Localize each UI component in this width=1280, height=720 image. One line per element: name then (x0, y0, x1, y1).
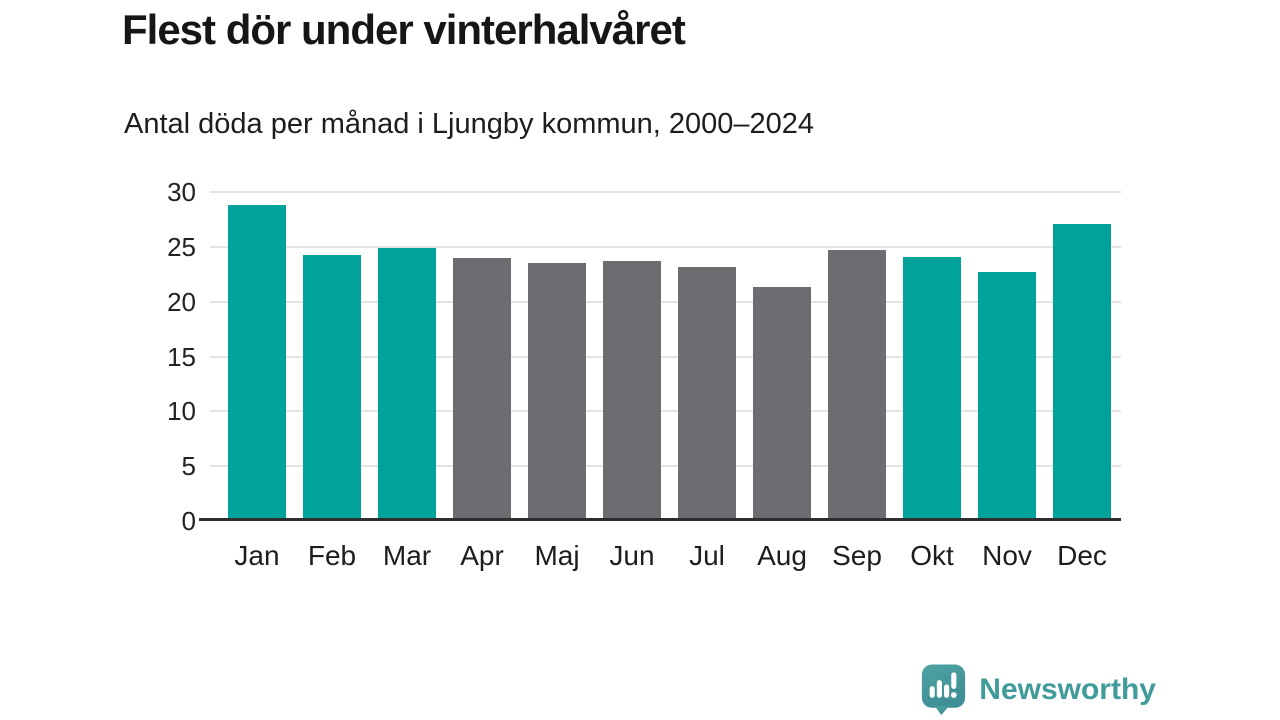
gridline-20 (210, 300, 1121, 303)
x-axis-label-sep: Sep (832, 540, 882, 571)
bar-aug (753, 287, 811, 521)
bar-nov (978, 272, 1036, 521)
chart-title: Flest dör under vinterhalvåret (122, 6, 686, 53)
bar-apr (453, 257, 511, 521)
bar-feb (303, 254, 361, 521)
y-axis-tick-label-15: 15 (167, 341, 196, 372)
bar-jul (678, 266, 736, 521)
chart-subtitle: Antal döda per månad i Ljungby kommun, 2… (124, 108, 815, 140)
x-axis-label-dec: Dec (1057, 540, 1107, 571)
gridline-10 (210, 410, 1121, 413)
gridline-30 (210, 191, 1121, 193)
x-axis-label-jun: Jun (609, 540, 655, 571)
bar-maj (528, 263, 586, 521)
plot-area (210, 191, 1121, 521)
newsworthy-logo-text: Newsworthy (979, 672, 1156, 706)
x-axis-label-feb: Feb (307, 540, 357, 571)
x-axis-label-maj: Maj (534, 540, 580, 571)
gridline-15 (210, 355, 1121, 358)
bar-jan (228, 205, 286, 521)
x-axis-label-jul: Jul (689, 540, 725, 571)
x-axis-label-aug: Aug (757, 540, 807, 571)
x-axis: Jan Feb Mar Apr Maj Jun Jul Aug Sep Okt Nov Dec (228, 540, 1111, 572)
x-axis-label-okt: Okt (910, 540, 954, 571)
y-axis-tick-label-25: 25 (167, 231, 196, 262)
y-axis: 0 5 10 15 20 25 30 (96, 177, 196, 536)
y-axis-tick-label-20: 20 (167, 286, 196, 317)
bar-sep (828, 250, 886, 521)
bar-jun (603, 261, 661, 521)
bar-okt (903, 256, 961, 521)
bar-dec (1053, 223, 1111, 521)
y-axis-tick-label-0: 0 (181, 506, 196, 536)
x-axis-label-nov: Nov (982, 540, 1032, 571)
x-axis-label-mar: Mar (382, 540, 432, 571)
bars-row (228, 192, 1111, 521)
y-axis-tick-label-5: 5 (181, 451, 196, 482)
gridline-5 (210, 465, 1121, 468)
newsworthy-logo: Newsworthy (921, 664, 1156, 715)
bar-mar (378, 247, 436, 521)
x-axis-label-apr: Apr (460, 540, 504, 571)
gridline-25 (210, 245, 1121, 248)
x-axis-line (199, 518, 1121, 521)
speech-bubble-chart-icon (921, 664, 966, 715)
x-axis-label-jan: Jan (234, 540, 280, 571)
y-axis-tick-label-30: 30 (167, 177, 196, 207)
y-axis-tick-label-10: 10 (167, 396, 196, 427)
